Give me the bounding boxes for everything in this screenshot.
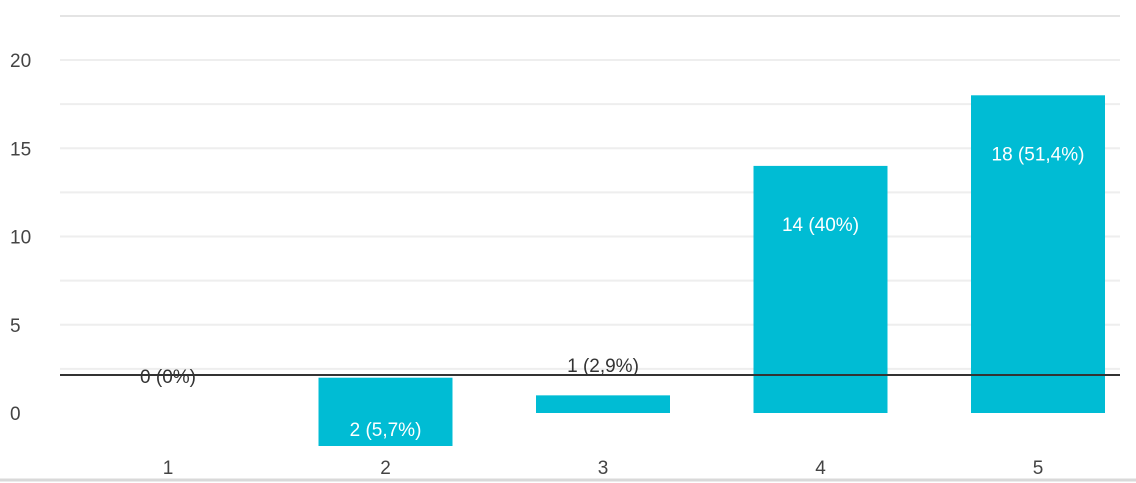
x-tick-label: 3 [598, 458, 609, 479]
bar [536, 395, 670, 413]
y-axis-tick-labels: 0 5 10 15 20 [10, 51, 31, 425]
x-tick-label: 2 [380, 458, 391, 479]
y-tick-label: 5 [10, 316, 21, 337]
y-tick-label: 10 [10, 228, 31, 249]
x-axis-tick-labels: 1 2 3 4 5 [163, 458, 1044, 479]
y-tick-label: 15 [10, 139, 31, 160]
x-tick-label: 4 [815, 458, 826, 479]
bar-label-box [318, 403, 453, 446]
bars: 0 (0%) 2 (5,7%) 1 (2,9%) 14 (40%) 18 (51,4%) [140, 95, 1105, 446]
y-tick-label: 0 [10, 404, 21, 425]
bar-data-label: 2 (5,7%) [350, 420, 422, 441]
x-tick-label: 1 [163, 458, 174, 479]
gridlines [60, 59, 1120, 370]
y-tick-label: 20 [10, 51, 31, 72]
bar [971, 95, 1105, 414]
bar-data-label: 18 (51,4%) [992, 144, 1085, 165]
x-tick-label: 5 [1033, 458, 1044, 479]
bar [753, 165, 888, 413]
bar-data-label: 1 (2,9%) [567, 356, 639, 377]
bar-data-label: 14 (40%) [782, 215, 859, 236]
bar-data-label: 0 (0%) [140, 367, 196, 388]
